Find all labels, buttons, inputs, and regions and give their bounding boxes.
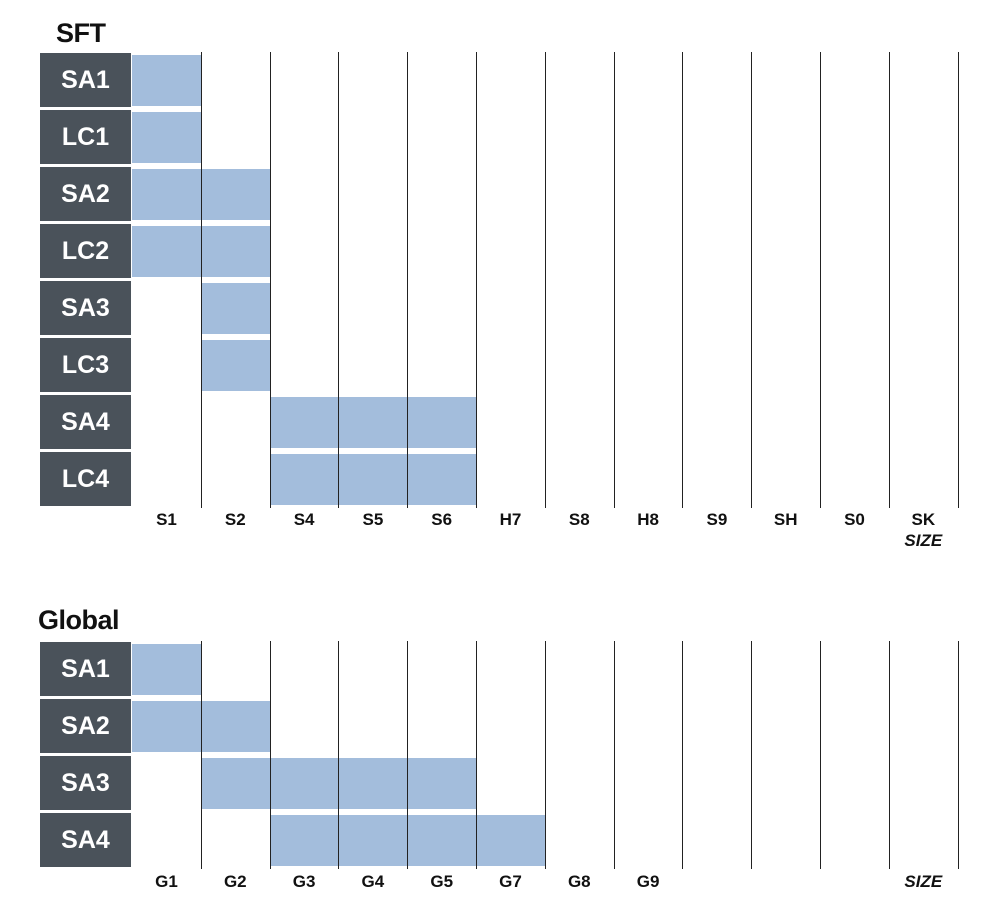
- column-label: G5: [407, 872, 476, 892]
- column-label: S8: [545, 510, 614, 530]
- column-label: S5: [338, 510, 407, 530]
- column-label: G1: [132, 872, 201, 892]
- gridline: [958, 52, 959, 508]
- gridline: [545, 641, 546, 869]
- gridline: [682, 52, 683, 508]
- coverage-bar: [270, 397, 476, 448]
- gridline: [407, 641, 408, 869]
- panel-title: Global: [38, 605, 119, 636]
- coverage-bar: [132, 112, 201, 163]
- gridline: [545, 52, 546, 508]
- row-label: LC1: [40, 110, 131, 164]
- gridline: [614, 641, 615, 869]
- size-axis-label: SIZE: [889, 872, 958, 892]
- column-label: S2: [201, 510, 270, 530]
- column-label: SH: [751, 510, 820, 530]
- coverage-bar: [132, 55, 201, 106]
- row-label: SA1: [40, 53, 131, 107]
- gridline: [407, 52, 408, 508]
- column-label: S6: [407, 510, 476, 530]
- column-label: G7: [476, 872, 545, 892]
- gridline: [476, 641, 477, 869]
- row-label: LC2: [40, 224, 131, 278]
- row-label: LC3: [40, 338, 131, 392]
- gridline: [751, 52, 752, 508]
- column-label: G4: [338, 872, 407, 892]
- gridline: [201, 641, 202, 869]
- row-label: SA3: [40, 281, 131, 335]
- column-label: H8: [614, 510, 683, 530]
- coverage-bar: [270, 454, 476, 505]
- row-label: SA4: [40, 813, 131, 867]
- column-label: SK: [889, 510, 958, 530]
- gridline: [338, 641, 339, 869]
- row-label: SA4: [40, 395, 131, 449]
- column-label: S9: [682, 510, 751, 530]
- column-label: S4: [270, 510, 339, 530]
- gridline: [889, 52, 890, 508]
- row-label: LC4: [40, 452, 131, 506]
- column-label: G2: [201, 872, 270, 892]
- gridline: [201, 52, 202, 508]
- coverage-bar: [201, 283, 270, 334]
- gridline: [958, 641, 959, 869]
- gridline: [889, 641, 890, 869]
- column-label: G8: [545, 872, 614, 892]
- row-label: SA2: [40, 699, 131, 753]
- column-label: G9: [614, 872, 683, 892]
- column-label: G3: [270, 872, 339, 892]
- gridline: [614, 52, 615, 508]
- panel-title: SFT: [56, 18, 106, 49]
- column-label: S0: [820, 510, 889, 530]
- row-label: SA3: [40, 756, 131, 810]
- gridline: [338, 52, 339, 508]
- coverage-bar: [132, 644, 201, 695]
- row-label: SA2: [40, 167, 131, 221]
- column-label: H7: [476, 510, 545, 530]
- row-label: SA1: [40, 642, 131, 696]
- gridline: [820, 641, 821, 869]
- gridline: [476, 52, 477, 508]
- gridline: [820, 52, 821, 508]
- coverage-bar: [201, 340, 270, 391]
- gridline: [270, 641, 271, 869]
- column-label: S1: [132, 510, 201, 530]
- gridline: [751, 641, 752, 869]
- gridline: [682, 641, 683, 869]
- size-axis-label: SIZE: [889, 531, 958, 551]
- gridline: [270, 52, 271, 508]
